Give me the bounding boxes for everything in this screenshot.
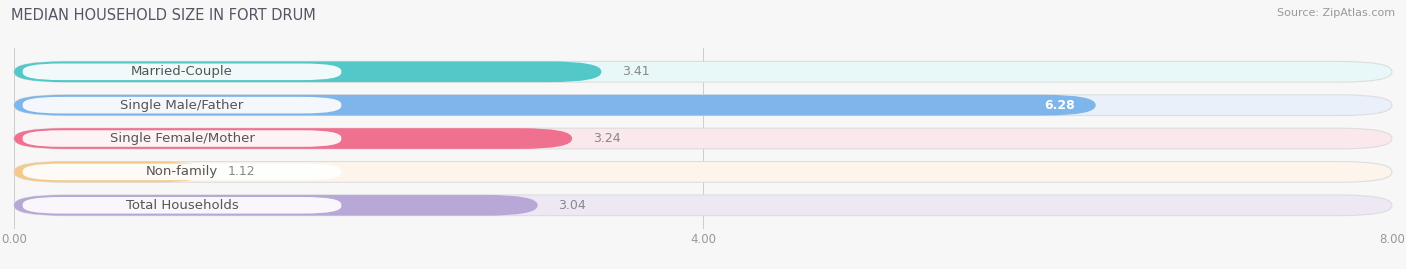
FancyBboxPatch shape: [14, 195, 1392, 216]
FancyBboxPatch shape: [14, 162, 207, 182]
Text: 6.28: 6.28: [1045, 99, 1076, 112]
FancyBboxPatch shape: [22, 197, 342, 214]
FancyBboxPatch shape: [14, 61, 1392, 82]
Text: Total Households: Total Households: [125, 199, 239, 212]
FancyBboxPatch shape: [22, 97, 342, 114]
Text: MEDIAN HOUSEHOLD SIZE IN FORT DRUM: MEDIAN HOUSEHOLD SIZE IN FORT DRUM: [11, 8, 316, 23]
Text: Single Male/Father: Single Male/Father: [121, 99, 243, 112]
Text: Non-family: Non-family: [146, 165, 218, 178]
Text: 3.41: 3.41: [621, 65, 650, 78]
FancyBboxPatch shape: [14, 95, 1095, 115]
FancyBboxPatch shape: [14, 195, 537, 216]
FancyBboxPatch shape: [22, 164, 342, 180]
FancyBboxPatch shape: [14, 95, 1392, 115]
FancyBboxPatch shape: [22, 63, 342, 80]
FancyBboxPatch shape: [14, 128, 1392, 149]
Text: Married-Couple: Married-Couple: [131, 65, 233, 78]
FancyBboxPatch shape: [22, 130, 342, 147]
Text: Source: ZipAtlas.com: Source: ZipAtlas.com: [1277, 8, 1395, 18]
FancyBboxPatch shape: [14, 128, 572, 149]
Text: Single Female/Mother: Single Female/Mother: [110, 132, 254, 145]
Text: 3.24: 3.24: [593, 132, 620, 145]
FancyBboxPatch shape: [14, 61, 602, 82]
Text: 3.04: 3.04: [558, 199, 586, 212]
Text: 1.12: 1.12: [228, 165, 256, 178]
FancyBboxPatch shape: [14, 162, 1392, 182]
